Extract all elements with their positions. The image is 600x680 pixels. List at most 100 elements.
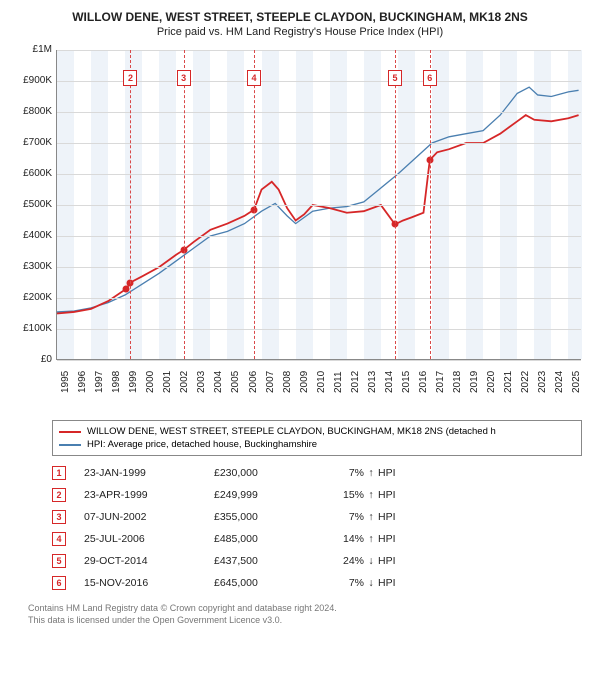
transaction-suffix: HPI (378, 489, 408, 501)
footnote-line2: This data is licensed under the Open Gov… (28, 614, 588, 626)
transaction-arrow-icon: ↓ (364, 577, 378, 589)
x-axis-label: 2013 (367, 371, 378, 393)
transaction-row: 529-OCT-2014£437,50024%↓HPI (52, 550, 588, 572)
gridline (57, 360, 581, 361)
transaction-marker: 5 (52, 554, 66, 568)
transaction-suffix: HPI (378, 511, 408, 523)
marker-dashline (254, 50, 255, 359)
x-axis-label: 2003 (196, 371, 207, 393)
gridline (57, 329, 581, 330)
x-axis-label: 2019 (469, 371, 480, 393)
gridline (57, 205, 581, 206)
transaction-suffix: HPI (378, 555, 408, 567)
transaction-marker: 2 (52, 488, 66, 502)
transaction-price: £355,000 (214, 511, 324, 523)
gridline (57, 298, 581, 299)
x-axis-label: 2017 (435, 371, 446, 393)
x-axis-label: 2022 (520, 371, 531, 393)
transaction-date: 25-JUL-2006 (84, 533, 214, 545)
transaction-row: 123-JAN-1999£230,0007%↑HPI (52, 462, 588, 484)
gridline (57, 236, 581, 237)
transaction-suffix: HPI (378, 577, 408, 589)
legend-swatch-property (59, 431, 81, 433)
y-axis-label: £0 (12, 354, 52, 365)
chart-title: WILLOW DENE, WEST STREET, STEEPLE CLAYDO… (8, 10, 592, 24)
gridline (57, 143, 581, 144)
x-axis-label: 2010 (316, 371, 327, 393)
x-axis-label: 2020 (486, 371, 497, 393)
series-line (57, 87, 579, 312)
x-axis-label: 1997 (94, 371, 105, 393)
y-axis-label: £800K (12, 106, 52, 117)
marker-dot (123, 285, 130, 292)
x-axis-label: 2012 (350, 371, 361, 393)
transaction-pct: 7% (324, 577, 364, 589)
transaction-arrow-icon: ↑ (364, 489, 378, 501)
y-axis-label: £600K (12, 168, 52, 179)
x-axis-label: 2016 (418, 371, 429, 393)
transaction-pct: 14% (324, 533, 364, 545)
legend-label-hpi: HPI: Average price, detached house, Buck… (87, 439, 317, 450)
series-line (57, 115, 579, 313)
marker-dashline (430, 50, 431, 359)
transaction-date: 07-JUN-2002 (84, 511, 214, 523)
chart-subtitle: Price paid vs. HM Land Registry's House … (8, 26, 592, 38)
x-axis-label: 1996 (77, 371, 88, 393)
y-axis-label: £400K (12, 230, 52, 241)
marker-dashline (130, 50, 131, 359)
x-axis-label: 2025 (571, 371, 582, 393)
transaction-price: £437,500 (214, 555, 324, 567)
transaction-arrow-icon: ↑ (364, 467, 378, 479)
x-axis-label: 1998 (111, 371, 122, 393)
x-axis-label: 2008 (282, 371, 293, 393)
gridline (57, 112, 581, 113)
transaction-pct: 24% (324, 555, 364, 567)
footnote-line1: Contains HM Land Registry data © Crown c… (28, 602, 588, 614)
transaction-date: 23-APR-1999 (84, 489, 214, 501)
transaction-row: 3 07-JUN-2002£355,0007%↑HPI (52, 506, 588, 528)
marker-label: 2 (123, 70, 137, 86)
y-axis-label: £700K (12, 137, 52, 148)
transaction-date: 29-OCT-2014 (84, 555, 214, 567)
legend-label-property: WILLOW DENE, WEST STREET, STEEPLE CLAYDO… (87, 426, 496, 437)
x-axis-label: 2007 (265, 371, 276, 393)
x-axis-label: 2002 (179, 371, 190, 393)
transaction-marker: 1 (52, 466, 66, 480)
x-axis-label: 2000 (145, 371, 156, 393)
transaction-marker: 6 (52, 576, 66, 590)
transaction-date: 15-NOV-2016 (84, 577, 214, 589)
marker-dashline (395, 50, 396, 359)
legend: WILLOW DENE, WEST STREET, STEEPLE CLAYDO… (52, 420, 582, 456)
y-axis-label: £1M (12, 44, 52, 55)
transaction-pct: 7% (324, 511, 364, 523)
x-axis-label: 2011 (333, 371, 344, 393)
transaction-arrow-icon: ↑ (364, 511, 378, 523)
legend-row-property: WILLOW DENE, WEST STREET, STEEPLE CLAYDO… (59, 425, 575, 438)
chart-container: WILLOW DENE, WEST STREET, STEEPLE CLAYDO… (0, 0, 600, 634)
transaction-arrow-icon: ↑ (364, 533, 378, 545)
x-axis-label: 2009 (299, 371, 310, 393)
transaction-row: 223-APR-1999£249,99915%↑HPI (52, 484, 588, 506)
transactions-table: 123-JAN-1999£230,0007%↑HPI 2 23-APR-1999£2… (52, 462, 588, 594)
footnote: Contains HM Land Registry data © Crown c… (28, 602, 588, 626)
legend-row-hpi: HPI: Average price, detached house, Buck… (59, 438, 575, 451)
marker-label: 5 (388, 70, 402, 86)
transaction-price: £230,000 (214, 467, 324, 479)
transaction-marker: 3 (52, 510, 66, 524)
x-axis-label: 2015 (401, 371, 412, 393)
chart-area: 23456 £0£100K£200K£300K£400K£500K£600K£7… (12, 44, 587, 414)
marker-label: 3 (177, 70, 191, 86)
transaction-pct: 15% (324, 489, 364, 501)
x-axis-label: 2021 (503, 371, 514, 393)
transaction-pct: 7% (324, 467, 364, 479)
marker-label: 6 (423, 70, 437, 86)
transaction-row: 615-NOV-2016£645,0007%↓HPI (52, 572, 588, 594)
x-axis-label: 2023 (537, 371, 548, 393)
x-axis-label: 2024 (554, 371, 565, 393)
y-axis-label: £900K (12, 75, 52, 86)
x-axis-label: 2006 (248, 371, 259, 393)
x-axis-label: 2018 (452, 371, 463, 393)
gridline (57, 267, 581, 268)
transaction-price: £485,000 (214, 533, 324, 545)
x-axis-label: 2004 (213, 371, 224, 393)
